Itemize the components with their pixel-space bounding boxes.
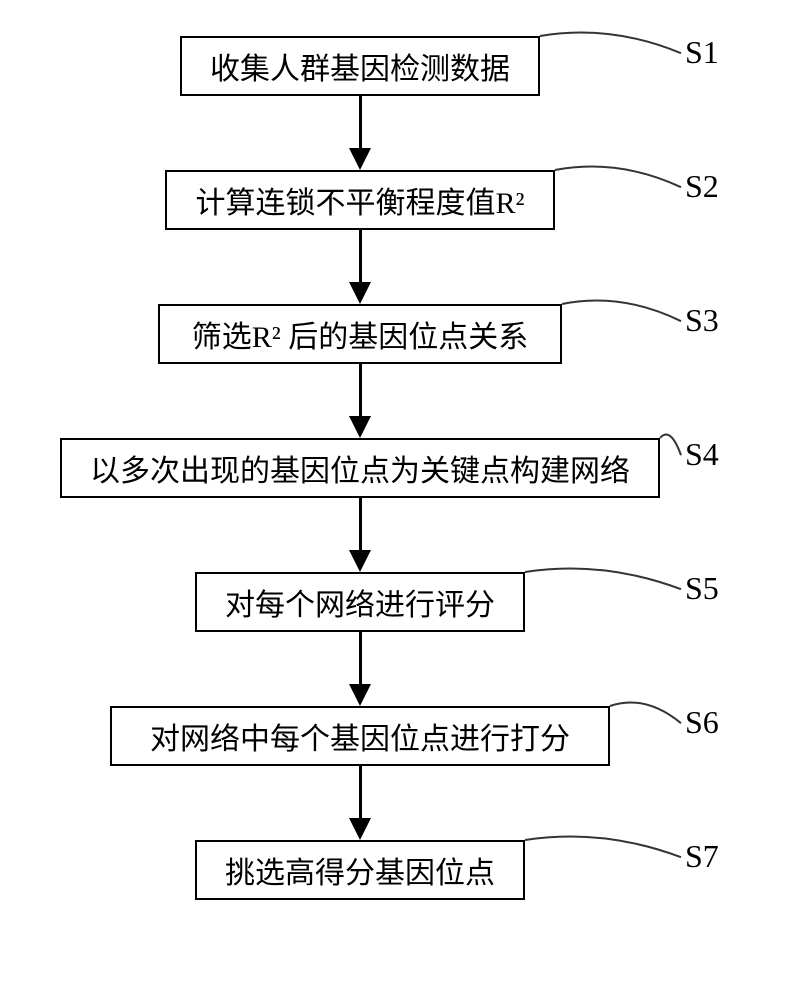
flow-node-s6-text: 对网络中每个基因位点进行打分 <box>150 714 570 758</box>
arrow-line-6 <box>359 766 362 818</box>
arrow-head-6 <box>349 818 371 840</box>
label-connector-5 <box>521 556 689 597</box>
arrow-head-3 <box>349 416 371 438</box>
flow-node-s1-text: 收集人群基因检测数据 <box>210 44 510 88</box>
arrow-line-1 <box>359 96 362 148</box>
flow-node-s5-text: 对每个网络进行评分 <box>225 580 495 624</box>
arrow-head-4 <box>349 550 371 572</box>
arrow-head-1 <box>349 148 371 170</box>
flow-node-s5: 对每个网络进行评分 <box>195 572 525 632</box>
flow-node-s7: 挑选高得分基因位点 <box>195 840 525 900</box>
label-connector-2 <box>551 154 689 195</box>
step-label-s6: S6 <box>685 704 719 741</box>
label-connector-3 <box>558 288 689 329</box>
label-connector-7 <box>521 824 689 865</box>
label-connector-6 <box>606 690 689 731</box>
flow-node-s3: 筛选R² 后的基因位点关系 <box>158 304 562 364</box>
flowchart-canvas: 收集人群基因检测数据 计算连锁不平衡程度值R² 筛选R² 后的基因位点关系 以多… <box>0 0 803 1000</box>
arrow-head-5 <box>349 684 371 706</box>
flow-node-s7-text: 挑选高得分基因位点 <box>225 848 495 892</box>
flow-node-s4-text: 以多次出现的基因位点为关键点构建网络 <box>90 446 630 490</box>
step-label-s1: S1 <box>685 34 719 71</box>
flow-node-s2: 计算连锁不平衡程度值R² <box>165 170 555 230</box>
flow-node-s6: 对网络中每个基因位点进行打分 <box>110 706 610 766</box>
arrow-line-5 <box>359 632 362 684</box>
flow-node-s3-text: 筛选R² 后的基因位点关系 <box>192 312 529 356</box>
arrow-line-3 <box>359 364 362 416</box>
label-connector-4 <box>656 422 689 463</box>
step-label-s5: S5 <box>685 570 719 607</box>
flow-node-s2-text: 计算连锁不平衡程度值R² <box>195 178 524 222</box>
arrow-line-4 <box>359 498 362 550</box>
step-label-s4: S4 <box>685 436 719 473</box>
flow-node-s4: 以多次出现的基因位点为关键点构建网络 <box>60 438 660 498</box>
step-label-s7: S7 <box>685 838 719 875</box>
arrow-line-2 <box>359 230 362 282</box>
arrow-head-2 <box>349 282 371 304</box>
flow-node-s1: 收集人群基因检测数据 <box>180 36 540 96</box>
step-label-s3: S3 <box>685 302 719 339</box>
label-connector-1 <box>536 20 689 61</box>
step-label-s2: S2 <box>685 168 719 205</box>
